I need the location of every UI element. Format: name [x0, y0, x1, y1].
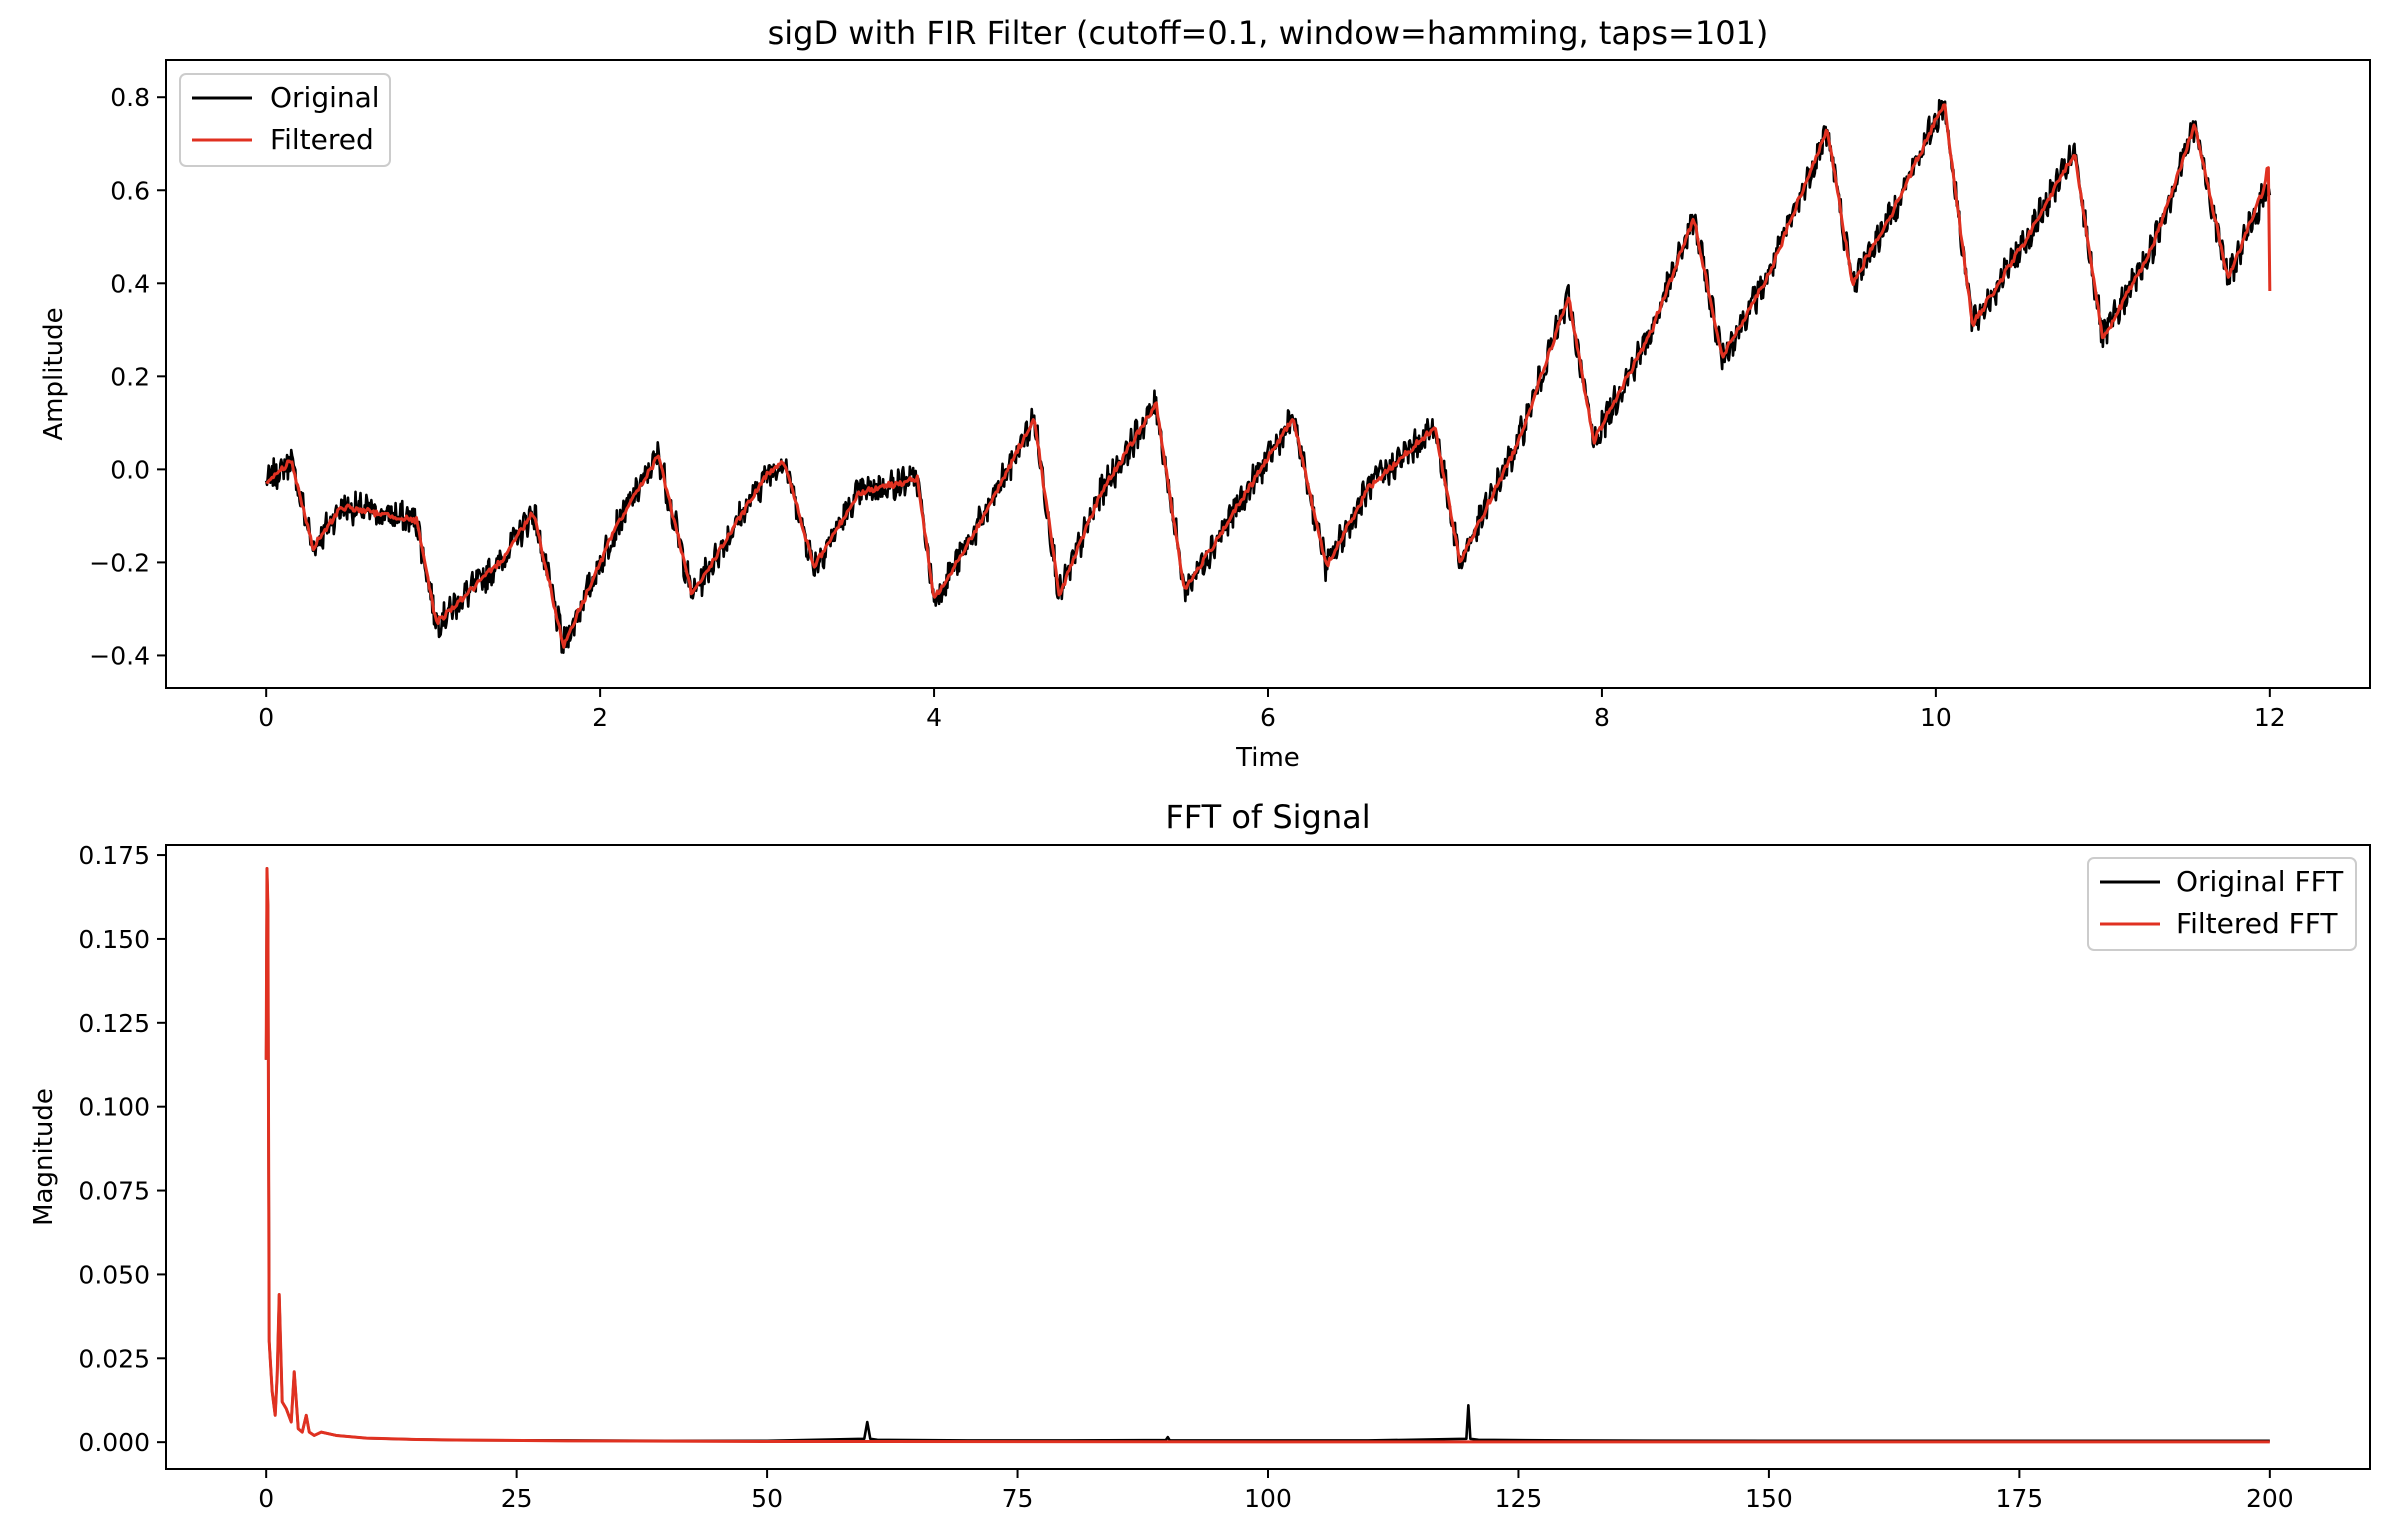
x-tick-label: 75: [1002, 1484, 1034, 1513]
y-axis-ticks: −0.4 −0.2 0.0 0.2 0.4 0.6 0.8: [89, 83, 166, 670]
legend-label-filtered: Filtered: [270, 123, 374, 156]
x-tick-label: 0: [258, 1484, 274, 1513]
y-tick-label: 0.150: [78, 925, 150, 954]
x-tick-label: 4: [926, 703, 942, 732]
y-tick-label: 0.025: [78, 1344, 150, 1373]
x-tick-label: 25: [501, 1484, 533, 1513]
x-tick-label: 10: [1920, 703, 1952, 732]
x-tick-label: 6: [1260, 703, 1276, 732]
x-tick-label: 8: [1594, 703, 1610, 732]
y-axis-label: Amplitude: [39, 307, 69, 440]
time-domain-chart: sigD with FIR Filter (cutoff=0.1, window…: [39, 14, 2371, 773]
axes-frame: [165, 59, 2371, 689]
y-tick-label: −0.2: [89, 548, 150, 577]
legend: Original FFT Filtered FFT: [2087, 857, 2357, 951]
x-axis-label: Time: [1235, 743, 1300, 773]
y-tick-label: 0.2: [110, 362, 150, 391]
x-tick-label: 200: [2246, 1484, 2294, 1513]
y-tick-label: 0.050: [78, 1260, 150, 1289]
series-line-filtered-fft: [264, 866, 2270, 1444]
plot-area: [264, 98, 2272, 655]
x-tick-label: 125: [1495, 1484, 1543, 1513]
chart-title: FFT of Signal: [1165, 798, 1370, 836]
y-tick-label: 0.175: [78, 841, 150, 870]
x-tick-label: 0: [258, 703, 274, 732]
y-tick-label: 0.4: [110, 269, 150, 298]
fft-chart: FFT of Signal 0 25 50 75 100 125 150 175 200 0.0…: [29, 798, 2371, 1513]
legend: Original Filtered: [179, 73, 391, 167]
x-tick-label: 12: [2254, 703, 2286, 732]
x-axis-ticks: 0 25 50 75 100 125 150 175 200: [258, 1469, 2294, 1513]
legend-label-filtered-fft: Filtered FFT: [2176, 907, 2338, 940]
y-tick-label: 0.0: [110, 455, 150, 484]
legend-label-original: Original: [270, 81, 380, 114]
x-tick-label: 50: [751, 1484, 783, 1513]
legend-label-original-fft: Original FFT: [2176, 865, 2344, 898]
x-tick-label: 100: [1244, 1484, 1292, 1513]
y-tick-label: 0.100: [78, 1093, 150, 1122]
x-tick-label: 175: [1996, 1484, 2044, 1513]
y-tick-label: 0.125: [78, 1009, 150, 1038]
series-line-filtered: [265, 103, 2272, 649]
y-tick-label: −0.4: [89, 641, 150, 670]
axes-frame: [165, 844, 2371, 1470]
x-axis-ticks: 0 2 4 6 8 10 12: [258, 688, 2286, 732]
y-tick-label: 0.075: [78, 1177, 150, 1206]
y-axis-label: Magnitude: [29, 1088, 59, 1226]
chart-title: sigD with FIR Filter (cutoff=0.1, window…: [768, 14, 1769, 52]
series-line-original: [264, 98, 2272, 655]
y-tick-label: 0.6: [110, 176, 150, 205]
y-tick-label: 0.000: [78, 1428, 150, 1457]
x-tick-label: 2: [592, 703, 608, 732]
x-tick-label: 150: [1745, 1484, 1793, 1513]
y-tick-label: 0.8: [110, 83, 150, 112]
y-axis-ticks: 0.000 0.025 0.050 0.075 0.100 0.125 0.150 0.175: [78, 841, 166, 1457]
plot-area: [264, 866, 2270, 1444]
